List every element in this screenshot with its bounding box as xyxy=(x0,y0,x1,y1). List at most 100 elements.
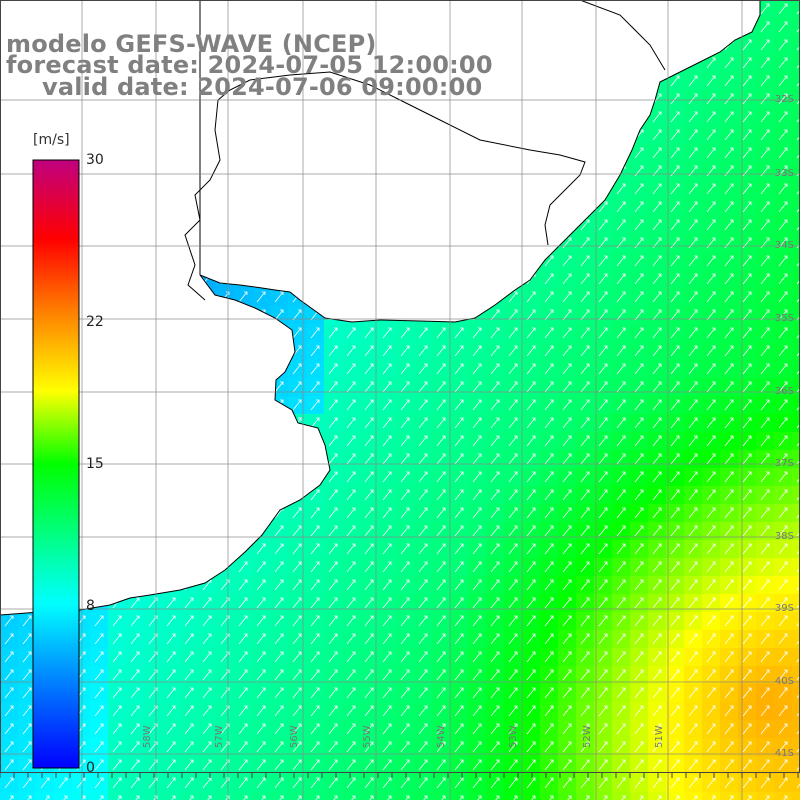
wind-arrow-head xyxy=(640,273,644,277)
wind-arrow xyxy=(634,219,644,231)
wind-arrow xyxy=(688,219,698,231)
wind-arrow xyxy=(508,381,518,393)
wind-arrow xyxy=(634,291,644,303)
wind-arrow xyxy=(580,273,590,285)
wind-cell xyxy=(612,792,630,800)
wind-arrow-head xyxy=(316,381,320,385)
wind-arrow-head xyxy=(748,147,752,151)
wind-cell xyxy=(792,270,800,288)
wind-arrow xyxy=(472,417,482,429)
wind-arrow xyxy=(742,327,752,339)
wind-arrow xyxy=(688,417,698,429)
wind-arrow xyxy=(796,45,800,51)
wind-arrow-head xyxy=(712,219,716,223)
wind-arrow xyxy=(616,435,626,447)
wind-arrow-head xyxy=(676,309,680,313)
wind-arrow xyxy=(652,309,662,321)
wind-arrow-head xyxy=(496,417,500,421)
wind-arrow-head xyxy=(640,399,644,403)
wind-arrow-head xyxy=(676,165,680,169)
wind-arrow-head xyxy=(748,381,752,385)
wind-arrow-head xyxy=(748,291,752,295)
wind-arrow xyxy=(616,183,626,195)
wind-arrow xyxy=(382,435,392,447)
wind-arrow xyxy=(652,363,662,375)
wind-arrow xyxy=(706,219,716,231)
wind-arrow-head xyxy=(640,165,644,169)
wind-cell xyxy=(468,792,486,800)
wind-arrow xyxy=(508,309,518,321)
wind-arrow-head xyxy=(586,273,590,277)
wind-arrow xyxy=(760,435,770,447)
wind-arrow xyxy=(454,381,464,393)
wind-arrow-head xyxy=(622,237,626,241)
wind-cell xyxy=(792,198,800,216)
wind-arrow-head xyxy=(676,363,680,367)
wind-arrow xyxy=(598,309,608,321)
wind-arrow xyxy=(418,435,428,447)
wind-arrow-head xyxy=(280,381,284,385)
wind-arrow xyxy=(670,309,680,321)
wind-cell xyxy=(234,792,252,800)
wind-arrow-head xyxy=(568,237,572,241)
wind-arrow-head xyxy=(766,345,770,349)
wind-arrow xyxy=(292,363,302,375)
wind-arrow xyxy=(742,291,752,303)
wind-arrow-head xyxy=(748,345,752,349)
wind-arrow-head xyxy=(694,345,698,349)
wind-arrow xyxy=(598,417,608,429)
wind-arrow-head xyxy=(658,129,662,133)
wind-arrow-head xyxy=(712,57,716,61)
wind-arrow xyxy=(454,417,464,429)
wind-arrow xyxy=(634,201,644,213)
wind-arrow-head xyxy=(640,417,644,421)
wind-arrow-head xyxy=(460,435,464,439)
wind-arrow xyxy=(778,327,788,339)
wind-arrow xyxy=(742,255,752,267)
wind-arrow xyxy=(652,219,662,231)
wind-arrow xyxy=(742,399,752,411)
wind-arrow-head xyxy=(640,147,644,151)
wind-arrow-head xyxy=(766,93,770,97)
wind-arrow xyxy=(670,291,680,303)
wind-arrow xyxy=(742,147,752,159)
wind-arrow xyxy=(490,399,500,411)
wind-arrow-head xyxy=(442,399,446,403)
wind-arrow xyxy=(742,75,752,87)
wind-arrow xyxy=(778,111,788,123)
wind-arrow-head xyxy=(352,417,356,421)
wind-arrow-head xyxy=(784,237,788,241)
wind-arrow xyxy=(598,327,608,339)
wind-arrow xyxy=(760,291,770,303)
wind-arrow-head xyxy=(352,363,356,367)
wind-arrow xyxy=(796,135,800,141)
wind-arrow-head xyxy=(550,255,554,259)
wind-arrow xyxy=(670,345,680,357)
wind-arrow-head xyxy=(784,327,788,331)
wind-cell xyxy=(792,432,800,450)
wind-arrow-head xyxy=(730,273,734,277)
wind-arrow xyxy=(454,345,464,357)
wind-arrow-head xyxy=(712,147,716,151)
wind-arrow xyxy=(562,417,572,429)
wind-arrow xyxy=(778,273,788,285)
wind-arrow-head xyxy=(658,435,662,439)
wind-arrow xyxy=(328,417,338,429)
wind-arrow xyxy=(274,291,284,303)
wind-arrow xyxy=(778,291,788,303)
wind-arrow-head xyxy=(658,345,662,349)
wind-arrow xyxy=(346,327,356,339)
wind-arrow-head xyxy=(586,291,590,295)
wind-cell xyxy=(792,576,800,594)
wind-arrow xyxy=(724,219,734,231)
wind-arrow-head xyxy=(658,147,662,151)
wind-arrow-head xyxy=(316,417,320,421)
wind-arrow-head xyxy=(694,309,698,313)
wind-arrow-head xyxy=(532,291,536,295)
wind-arrow-head xyxy=(388,327,392,331)
wind-arrow-head xyxy=(748,93,752,97)
wind-arrow xyxy=(688,345,698,357)
wind-arrow xyxy=(328,363,338,375)
wind-arrow-head xyxy=(424,381,428,385)
wind-arrow xyxy=(634,417,644,429)
